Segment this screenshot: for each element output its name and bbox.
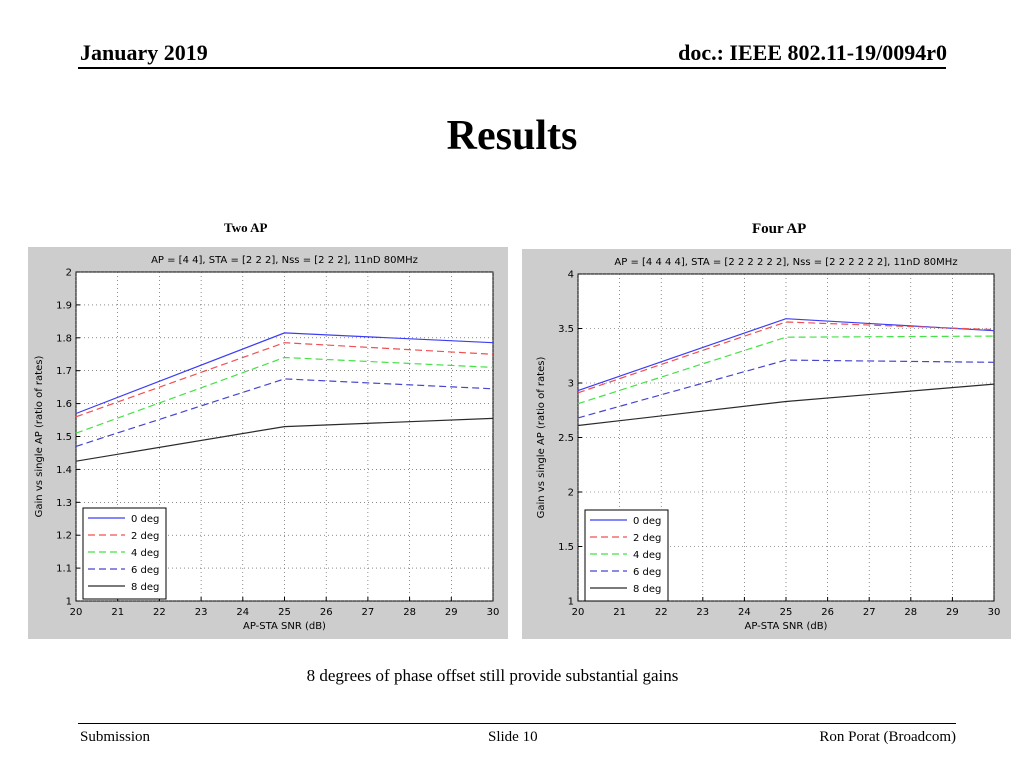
y-tick-label: 1.6: [56, 399, 72, 410]
legend-label-6-deg: 6 deg: [131, 565, 159, 576]
x-tick-label: 26: [320, 607, 333, 618]
chart-four-ap: 20 21 22 23 24 25 26 27 28 29 30 1 1.5 2 2.5 3 3.5 4 AP = …: [522, 249, 1011, 639]
series-line-6-deg: [75, 378, 494, 447]
x-tick-label: 29: [946, 607, 959, 618]
x-tick-label: 20: [70, 607, 83, 618]
y-tick-label: 1.4: [56, 465, 72, 476]
y-tick-label: 3: [568, 379, 574, 390]
y-tick-label: 1: [568, 597, 574, 608]
slide-title: Results: [446, 113, 578, 159]
legend-label-6-deg: 6 deg: [633, 567, 661, 578]
x-tick-label: 25: [780, 607, 793, 618]
x-tick-label: 27: [362, 607, 375, 618]
legend-label-4-deg: 4 deg: [131, 548, 159, 559]
x-tick-label: 21: [613, 607, 626, 618]
footer-rule: [78, 723, 956, 724]
footer-author: Ron Porat (Broadcom): [819, 729, 956, 745]
subtitle-two-ap: Two AP: [224, 220, 268, 235]
x-tick-label: 22: [153, 607, 166, 618]
x-axis-label: AP-STA SNR (dB): [745, 621, 828, 632]
legend-label-4-deg: 4 deg: [633, 550, 661, 561]
x-tick-label: 27: [863, 607, 876, 618]
y-tick-label: 1.5: [56, 432, 72, 443]
caption: 8 degrees of phase offset still provide …: [306, 666, 679, 685]
series-line-2-deg: [577, 321, 995, 394]
legend-box: [82, 507, 167, 600]
y-tick-label: 4: [568, 270, 574, 281]
legend-label-8-deg: 8 deg: [633, 584, 661, 595]
series-line-0-deg: [75, 332, 494, 415]
legend-box: [584, 509, 669, 602]
x-tick-label: 28: [403, 607, 416, 618]
y-tick-label: 1.5: [558, 542, 574, 553]
legend-label-0-deg: 0 deg: [131, 514, 159, 525]
x-tick-label: 24: [236, 607, 249, 618]
footer-submission: Submission: [80, 729, 151, 745]
x-axis-label: AP-STA SNR (dB): [243, 621, 326, 632]
x-tick-label: 23: [696, 607, 709, 618]
chart-title: AP = [4 4], STA = [2 2 2], Nss = [2 2 2]…: [151, 255, 418, 266]
series-line-4-deg: [75, 356, 494, 434]
legend-label-8-deg: 8 deg: [131, 582, 159, 593]
x-tick-label: 28: [904, 607, 917, 618]
x-tick-label: 26: [821, 607, 834, 618]
y-tick-label: 2: [66, 268, 72, 279]
y-tick-label: 1.8: [56, 333, 72, 344]
y-axis-label: Gain vs single AP (ratio of rates): [34, 356, 45, 518]
x-tick-label: 21: [111, 607, 124, 618]
legend-label-0-deg: 0 deg: [633, 516, 661, 527]
header-date: January 2019: [80, 40, 208, 65]
header-doc-id: doc.: IEEE 802.11-19/0094r0: [678, 40, 947, 65]
legend-label-2-deg: 2 deg: [131, 531, 159, 542]
series-line-8-deg: [75, 417, 494, 462]
y-tick-label: 1.9: [56, 300, 72, 311]
y-axis-label: Gain vs single AP (ratio of rates): [536, 357, 547, 519]
subtitle-four-ap: Four AP: [752, 221, 807, 237]
y-tick-label: 1.1: [56, 564, 72, 575]
header-rule: [78, 67, 946, 69]
chart-two-ap-svg: 20 21 22 23 24 25 26 27 28 29 30 1 1.1 1.2 1.3 1.4 1.5 1.…: [34, 255, 500, 632]
x-tick-label: 23: [195, 607, 208, 618]
y-tick-label: 1.7: [56, 366, 72, 377]
x-tick-label: 30: [988, 607, 1001, 618]
series-line-2-deg: [75, 342, 494, 418]
x-tick-label: 25: [278, 607, 291, 618]
y-tick-label: 2.5: [558, 433, 574, 444]
chart-title: AP = [4 4 4 4], STA = [2 2 2 2 2 2], Nss…: [614, 257, 957, 268]
x-tick-label: 22: [655, 607, 668, 618]
x-tick-label: 24: [738, 607, 751, 618]
chart-four-ap-svg: 20 21 22 23 24 25 26 27 28 29 30 1 1.5 2 2.5 3 3.5 4 AP = …: [536, 257, 1001, 632]
series-line-8-deg: [577, 383, 995, 427]
chart-two-ap: 20 21 22 23 24 25 26 27 28 29 30 1 1.1 1.2 1.3 1.4 1.5 1.…: [28, 247, 508, 639]
y-tick-label: 1.3: [56, 498, 72, 509]
x-tick-label: 29: [445, 607, 458, 618]
x-tick-label: 20: [572, 607, 585, 618]
y-tick-label: 1: [66, 597, 72, 608]
y-tick-label: 1.2: [56, 531, 72, 542]
y-tick-label: 2: [568, 488, 574, 499]
legend-label-2-deg: 2 deg: [633, 533, 661, 544]
x-tick-label: 30: [487, 607, 500, 618]
series-line-4-deg: [577, 335, 995, 405]
y-tick-label: 3.5: [558, 324, 574, 335]
footer-slide-number: Slide 10: [488, 729, 538, 745]
series-line-6-deg: [577, 359, 995, 419]
